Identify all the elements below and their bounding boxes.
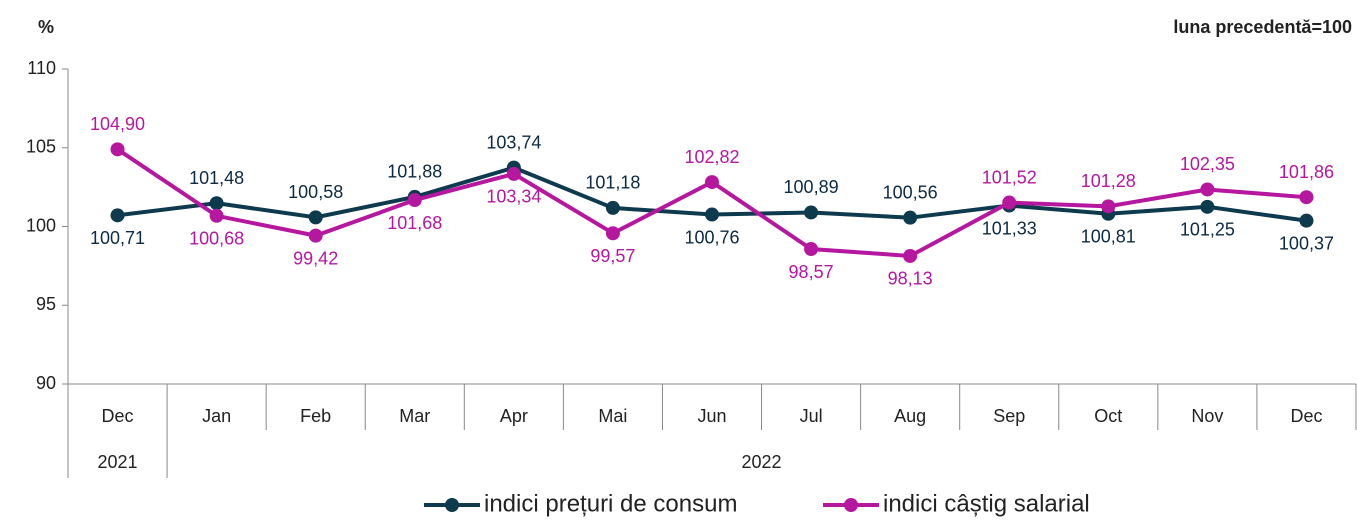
x-tick-label: Jun (697, 406, 726, 426)
point (605, 200, 620, 215)
data-label: 100,89 (784, 177, 839, 197)
data-label: 98,13 (888, 269, 933, 289)
y-tick-label: 100 (26, 215, 56, 235)
point (804, 205, 819, 220)
point (705, 175, 719, 190)
point (1200, 182, 1215, 197)
data-label: 102,35 (1180, 154, 1235, 174)
point (1101, 199, 1116, 214)
point (308, 228, 323, 243)
data-label: 99,42 (293, 248, 338, 268)
x-tick-label: Feb (300, 406, 331, 426)
year-label: 2022 (742, 452, 782, 472)
point (308, 210, 323, 225)
data-label: 101,48 (189, 168, 244, 188)
data-label: 101,25 (1180, 220, 1235, 240)
x-tick-label: Sep (993, 406, 1025, 426)
data-label: 102,82 (684, 147, 739, 167)
point (804, 242, 819, 257)
point (903, 210, 918, 225)
annotation: luna precedentă=100 (1173, 17, 1352, 37)
data-label: 101,86 (1279, 162, 1334, 182)
legend-label: indici prețuri de consum (484, 490, 737, 517)
data-label: 100,56 (883, 182, 938, 202)
x-tick-label: Nov (1191, 406, 1223, 426)
point (506, 166, 521, 181)
y-tick-label: 90 (36, 373, 56, 393)
y-tick-label: 110 (27, 58, 56, 78)
data-label: 100,58 (288, 182, 343, 202)
year-label: 2021 (98, 452, 138, 472)
x-tick-label: Dec (1290, 406, 1322, 426)
data-label: 100,68 (189, 229, 244, 249)
x-tick-label: Apr (500, 406, 528, 426)
data-label: 100,71 (90, 228, 145, 248)
x-tick-label: Mai (598, 406, 627, 426)
point (1299, 213, 1314, 228)
point (1299, 190, 1314, 205)
y-axis-label: % (38, 17, 54, 37)
point (705, 207, 719, 222)
legend-label: indici câștig salarial (883, 490, 1090, 517)
point (209, 196, 224, 211)
y-tick-label: 105 (26, 137, 56, 157)
data-label: 101,68 (387, 213, 442, 233)
y-tick-label: 95 (36, 294, 56, 314)
data-label: 101,28 (1081, 171, 1136, 191)
data-label: 101,88 (387, 162, 442, 182)
point (110, 208, 125, 223)
point (1002, 195, 1017, 210)
data-label: 100,81 (1081, 226, 1136, 246)
point (605, 226, 620, 241)
point (209, 208, 224, 223)
data-label: 98,57 (789, 262, 834, 282)
data-label: 100,37 (1279, 233, 1334, 253)
data-label: 103,34 (486, 187, 541, 207)
data-label: 101,52 (982, 167, 1037, 187)
x-tick-label: Jan (202, 406, 231, 426)
x-tick-label: Dec (102, 406, 134, 426)
data-label: 101,18 (585, 173, 640, 193)
x-tick-label: Oct (1094, 406, 1122, 426)
point (903, 248, 918, 263)
x-tick-label: Aug (894, 406, 926, 426)
data-label: 103,74 (486, 132, 541, 152)
point (110, 142, 125, 157)
data-label: 104,90 (90, 114, 145, 134)
legend-marker (445, 498, 459, 512)
point (1200, 199, 1215, 214)
legend-marker (844, 498, 858, 512)
data-label: 100,76 (684, 227, 739, 247)
x-tick-label: Jul (800, 406, 823, 426)
point (407, 193, 422, 208)
data-label: 101,33 (982, 218, 1037, 238)
data-label: 99,57 (590, 246, 635, 266)
x-tick-label: Mar (399, 406, 430, 426)
